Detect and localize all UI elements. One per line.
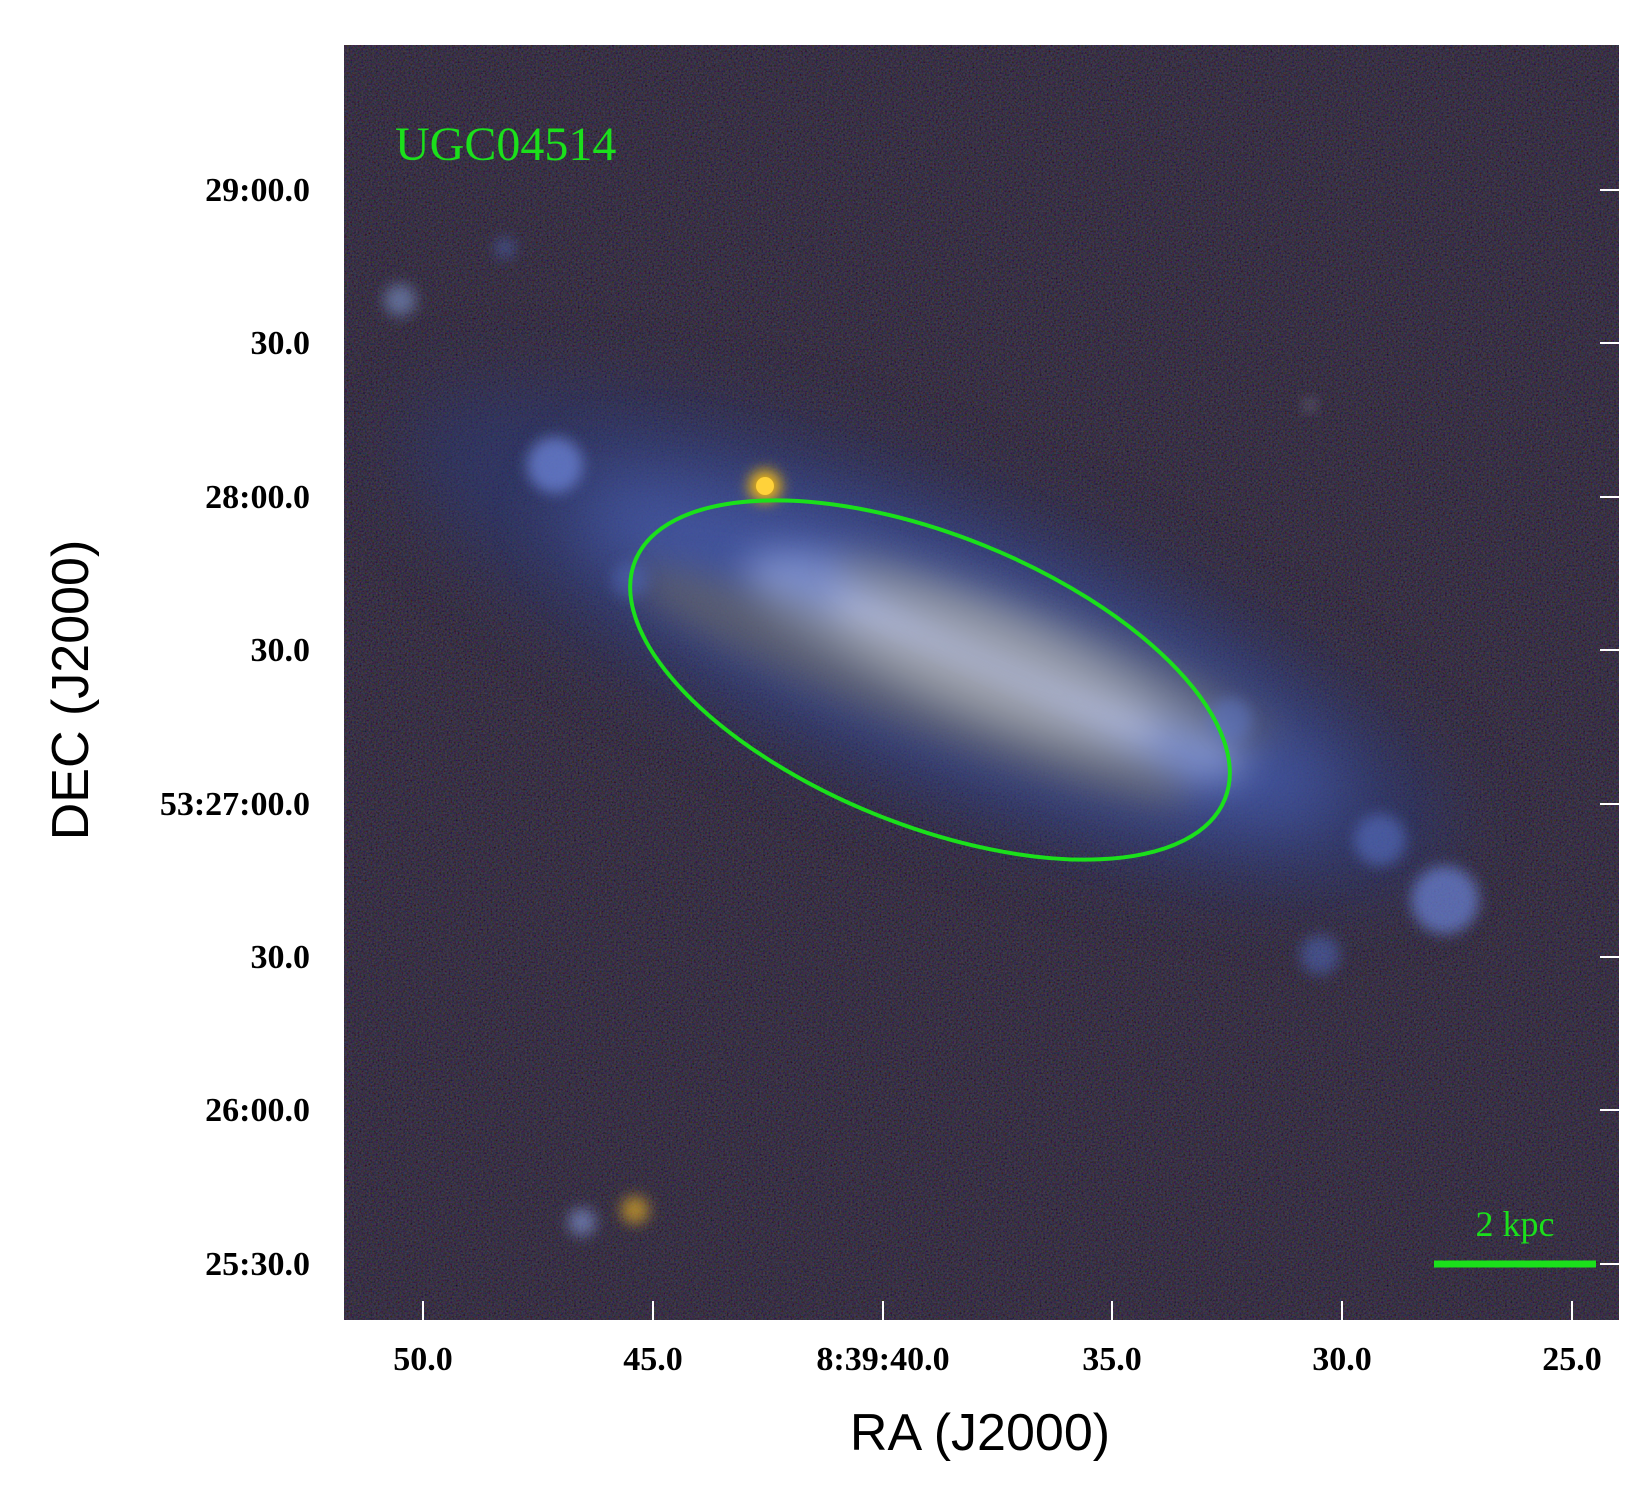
x-tick-label: 25.0 — [1542, 1341, 1602, 1378]
image-frame — [342, 43, 1621, 1322]
scale-bar-label: 2 kpc — [1476, 1204, 1555, 1244]
y-tick-label: 28:00.0 — [205, 479, 310, 516]
x-tick-label: 45.0 — [623, 1341, 683, 1378]
background-sources — [384, 238, 1316, 1236]
x-tick-label: 50.0 — [393, 1341, 453, 1378]
y-tick-label: 30.0 — [251, 939, 311, 976]
x-tick-label: 30.0 — [1312, 1341, 1372, 1378]
y-axis-title: DEC (J2000) — [42, 540, 100, 841]
star-forming-knots — [527, 437, 1479, 975]
y-tick-label: 30.0 — [251, 632, 311, 669]
y-tick-label: 29:00.0 — [205, 172, 310, 209]
y-tick-marks — [1600, 189, 1620, 1265]
galaxy-disk — [407, 388, 1453, 892]
y-tick-label: 25:30.0 — [205, 1246, 310, 1283]
image-panel — [343, 44, 1620, 1321]
y-tick-label: 26:00.0 — [205, 1092, 310, 1129]
x-tick-marks — [422, 1301, 1573, 1321]
aperture-ellipse — [628, 498, 1232, 862]
x-tick-labels: 50.0 45.0 8:39:40.0 35.0 30.0 25.0 — [393, 1341, 1602, 1378]
y-tick-labels: 29:00.0 30.0 28:00.0 30.0 53:27:00.0 30.… — [160, 172, 310, 1283]
y-tick-label: 53:27:00.0 — [160, 786, 310, 823]
y-tick-label: 30.0 — [251, 325, 311, 362]
object-name-label: UGC04514 — [395, 118, 616, 171]
x-tick-label: 35.0 — [1082, 1341, 1142, 1378]
x-tick-label: 8:39:40.0 — [816, 1341, 949, 1378]
x-axis-title: RA (J2000) — [850, 1404, 1110, 1462]
